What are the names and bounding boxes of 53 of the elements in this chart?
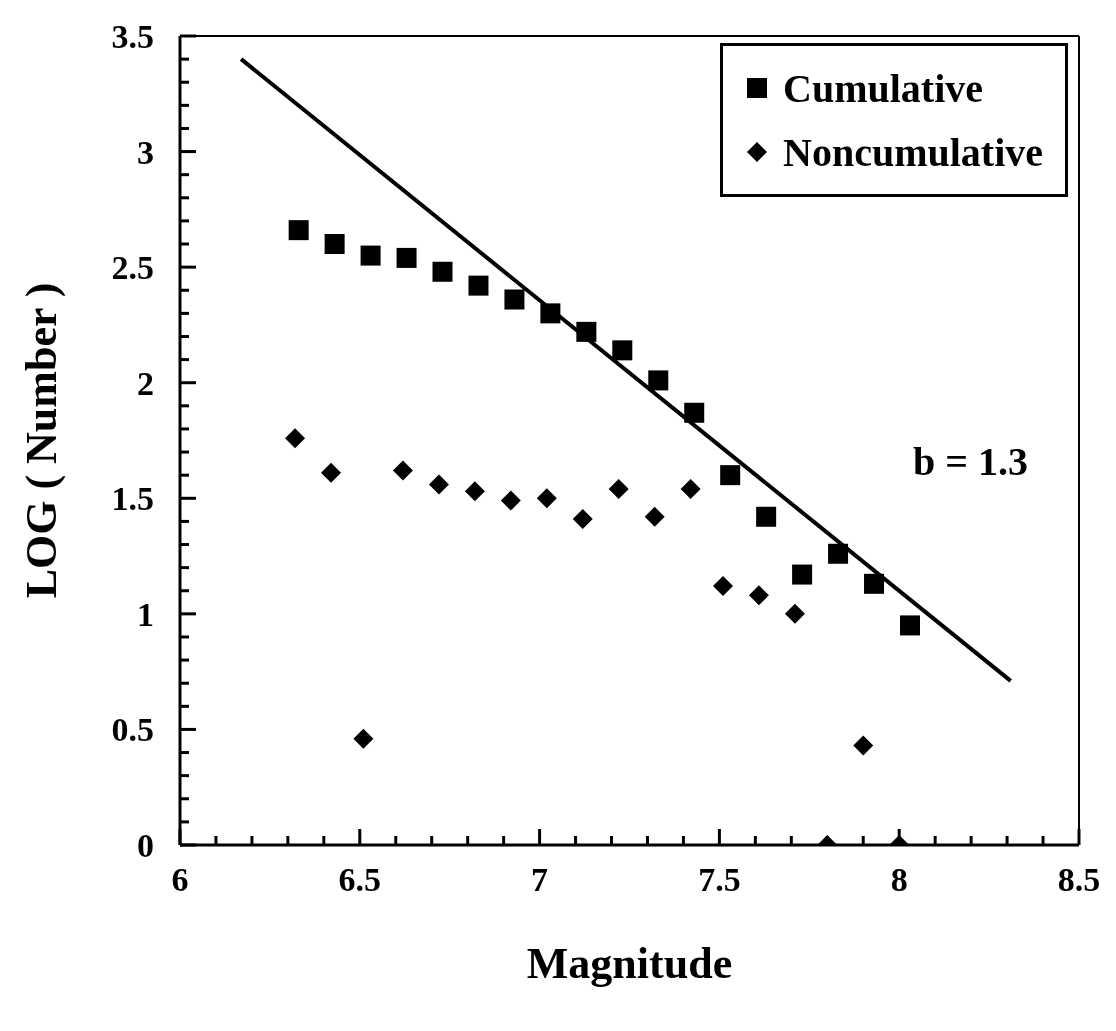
point	[684, 402, 705, 423]
y-tick-label: 0	[137, 827, 154, 864]
point	[540, 303, 561, 324]
point	[680, 479, 701, 500]
y-tick-label: 3	[137, 133, 154, 171]
point	[464, 481, 485, 502]
x-tick-label: 7	[531, 861, 549, 898]
y-axis-title: LOG ( Number )	[17, 282, 66, 599]
point	[500, 490, 521, 511]
point	[353, 728, 374, 749]
y-tick-label: 2	[137, 364, 154, 402]
legend-label: Noncumulative	[783, 128, 1043, 176]
y-tick-label: 1.5	[111, 480, 154, 518]
point	[612, 340, 633, 361]
point	[288, 220, 309, 241]
point	[468, 275, 489, 296]
y-tick-label: 2.5	[111, 249, 154, 287]
y-tick-label: 0.5	[111, 711, 154, 749]
point	[864, 573, 885, 594]
point	[432, 261, 453, 282]
point	[899, 615, 920, 636]
point	[576, 321, 597, 342]
point	[324, 234, 345, 255]
point	[285, 428, 306, 449]
point	[428, 474, 449, 495]
x-tick-label: 8	[890, 861, 908, 898]
point	[853, 735, 874, 756]
point	[792, 564, 813, 585]
point	[756, 506, 777, 527]
x-tick-label: 6	[171, 861, 189, 898]
point	[784, 603, 805, 624]
point	[720, 465, 741, 486]
point	[321, 462, 342, 483]
point	[360, 245, 381, 266]
point	[644, 506, 665, 527]
point	[748, 585, 769, 606]
legend-label: Cumulative	[783, 64, 983, 112]
point	[536, 488, 557, 509]
point	[828, 543, 849, 564]
y-tick-label: 3.5	[111, 18, 154, 55]
point	[648, 370, 669, 391]
point	[396, 247, 417, 268]
point	[392, 460, 413, 481]
x-tick-label: 8.5	[1057, 861, 1101, 898]
x-tick-label: 6.5	[338, 861, 382, 898]
x-axis-title: Magnitude	[526, 939, 733, 988]
point	[572, 509, 593, 530]
point	[608, 479, 629, 500]
annotation: b = 1.3	[913, 438, 1029, 485]
y-tick-label: 1	[137, 595, 154, 633]
point	[713, 576, 733, 597]
x-tick-label: 7.5	[698, 861, 741, 898]
point	[504, 289, 525, 310]
